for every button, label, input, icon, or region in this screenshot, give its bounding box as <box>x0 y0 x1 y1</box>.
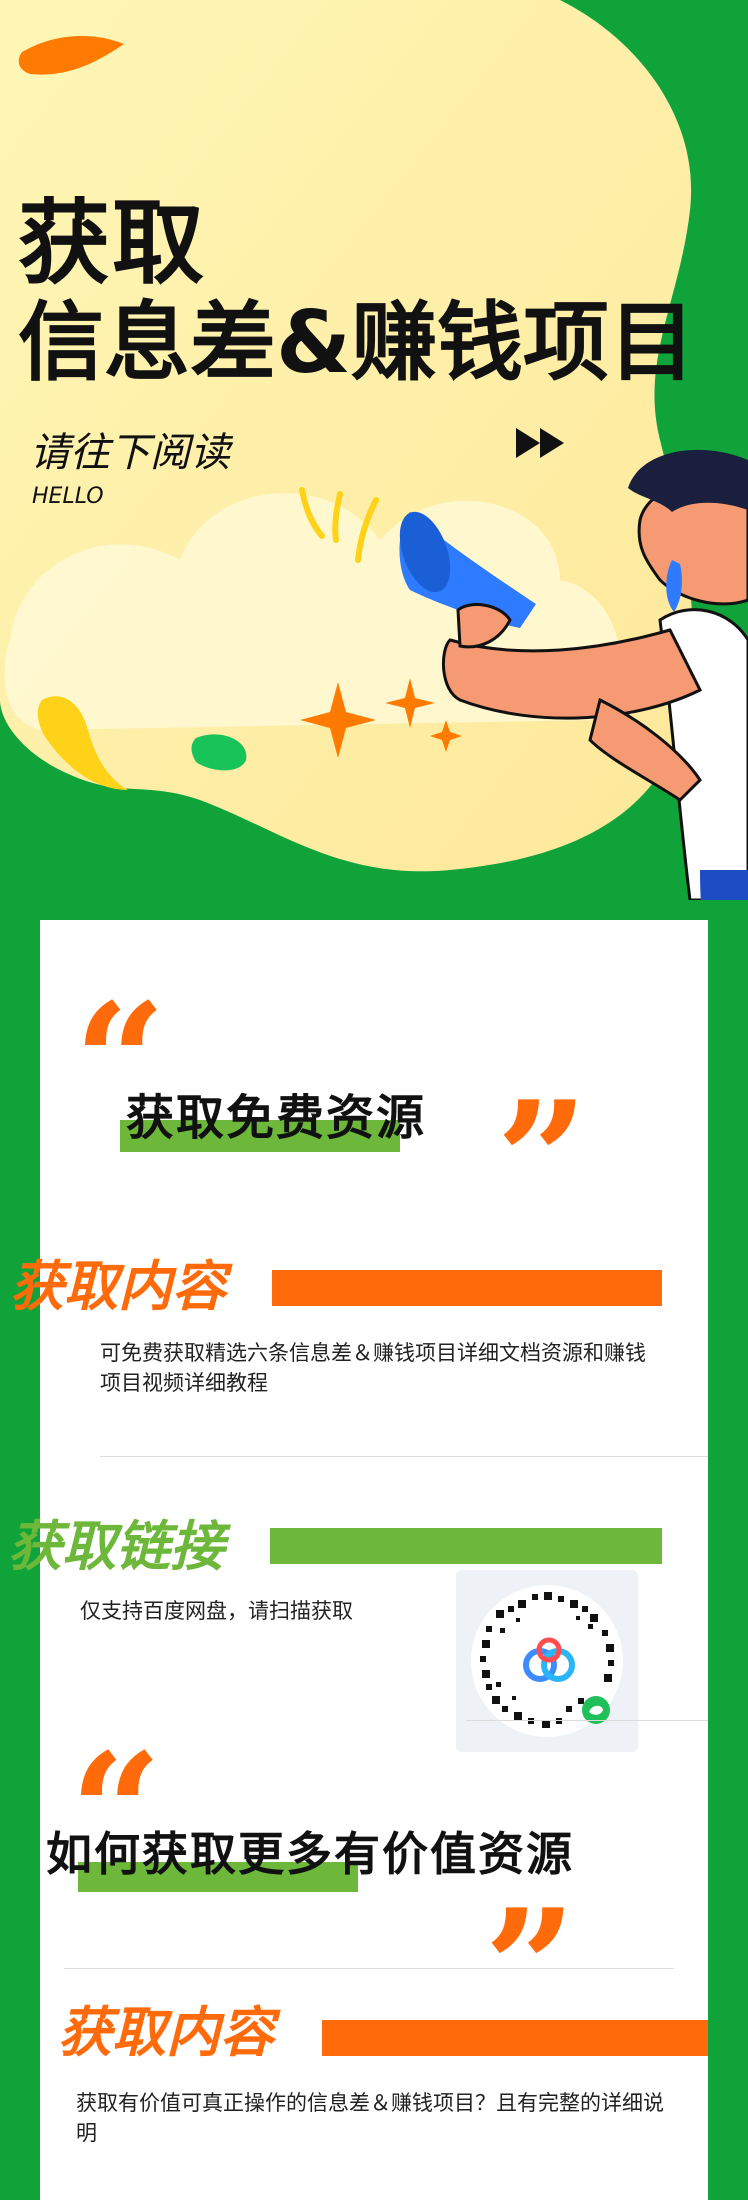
divider <box>466 1720 708 1721</box>
section2-title: 获取链接 <box>8 1515 224 1578</box>
section2-body: 仅支持百度网盘，请扫描获取 <box>80 1599 353 1623</box>
divider <box>100 1456 708 1457</box>
megaphone-icon <box>399 511 536 628</box>
hero-hello: HELLO <box>32 484 104 509</box>
hero-subtitle: 请往下阅读 <box>30 430 230 476</box>
hero-title-line2: 信息差&赚钱项目 <box>18 293 695 393</box>
hero-banner: 获取 信息差&赚钱项目 请往下阅读 HELLO <box>0 0 748 900</box>
section3-title: 获取内容 <box>58 2001 274 2064</box>
highlight-bar <box>78 1862 358 1892</box>
open-quote-icon: “ <box>74 968 167 1156</box>
hero-illustration <box>0 0 748 900</box>
sparkle-medium <box>385 678 435 728</box>
divider <box>64 1968 674 1969</box>
yellow-leaf <box>37 696 128 790</box>
green-leaf <box>191 734 247 771</box>
fast-forward-icon <box>516 428 564 458</box>
qr-code-box[interactable] <box>456 1570 638 1752</box>
sparkle-large <box>300 682 376 758</box>
highlight-bar <box>120 1120 400 1152</box>
hero-title-line1: 获取 <box>18 190 207 297</box>
section1-title: 获取内容 <box>10 1255 226 1318</box>
free-resources-label: 获取免费资源 <box>126 1090 427 1146</box>
more-resources-label: 如何获取更多有价值资源 <box>46 1827 574 1881</box>
section1-body: 可免费获取精选六条信息差＆赚钱项目详细文档资源和赚钱项目视频详细教程 <box>100 1341 646 1395</box>
section3-body: 获取有价值可真正操作的信息差＆赚钱项目？且有完整的详细说明 <box>76 2091 664 2145</box>
sparkle-small <box>430 720 462 752</box>
close-quote-icon: ” <box>496 1066 589 1254</box>
qr-code-icon <box>471 1585 623 1737</box>
section3-bar <box>322 2020 708 2056</box>
person-illustration <box>441 449 748 900</box>
content-card: “ 获取免费资源 ” 获取内容 可免费获取精选六条信息差＆赚钱项目详细文档资源和… <box>8 920 708 2200</box>
section1-bar <box>272 1270 662 1306</box>
orange-leaf <box>18 35 125 75</box>
section2-bar <box>270 1528 662 1564</box>
